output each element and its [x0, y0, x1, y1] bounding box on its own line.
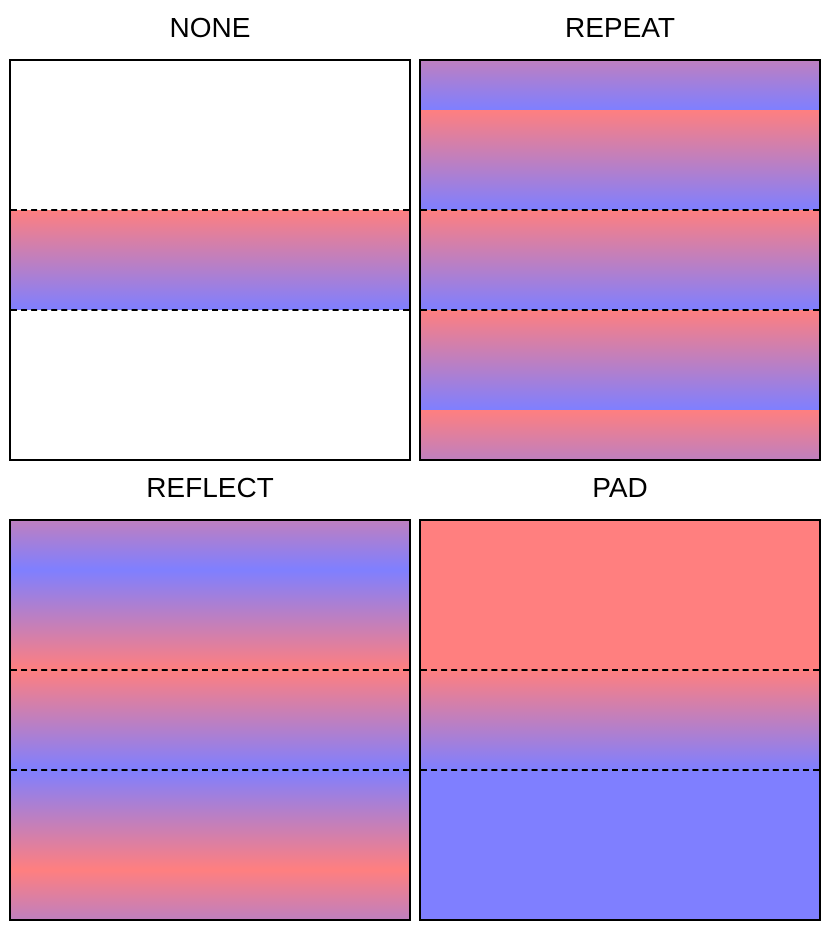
panel-repeat: REPEAT	[419, 9, 821, 461]
panel-title: NONE	[169, 12, 251, 43]
panel-title: PAD	[592, 472, 648, 503]
gradient-fill	[11, 521, 409, 919]
gradient-start-line	[11, 209, 409, 211]
gradient-start-line	[11, 669, 409, 671]
panel-title: REFLECT	[146, 472, 274, 503]
gradient-box-repeat	[419, 59, 821, 461]
gradient-end-line	[421, 309, 819, 311]
panel-title: REPEAT	[565, 12, 675, 43]
gradient-fill	[421, 61, 819, 459]
panel-none: NONE	[9, 9, 411, 461]
panel-reflect: REFLECT	[9, 469, 411, 921]
gradient-start-line	[421, 209, 819, 211]
gradient-fill	[421, 521, 819, 919]
gradient-end-line	[11, 309, 409, 311]
panel-pad: PAD	[419, 469, 821, 921]
gradient-box-pad	[419, 519, 821, 921]
gradient-end-line	[11, 769, 409, 771]
gradient-end-line	[421, 769, 819, 771]
gradient-start-line	[421, 669, 819, 671]
gradient-box-reflect	[9, 519, 411, 921]
gradient-fill	[11, 210, 409, 310]
gradient-box-none	[9, 59, 411, 461]
